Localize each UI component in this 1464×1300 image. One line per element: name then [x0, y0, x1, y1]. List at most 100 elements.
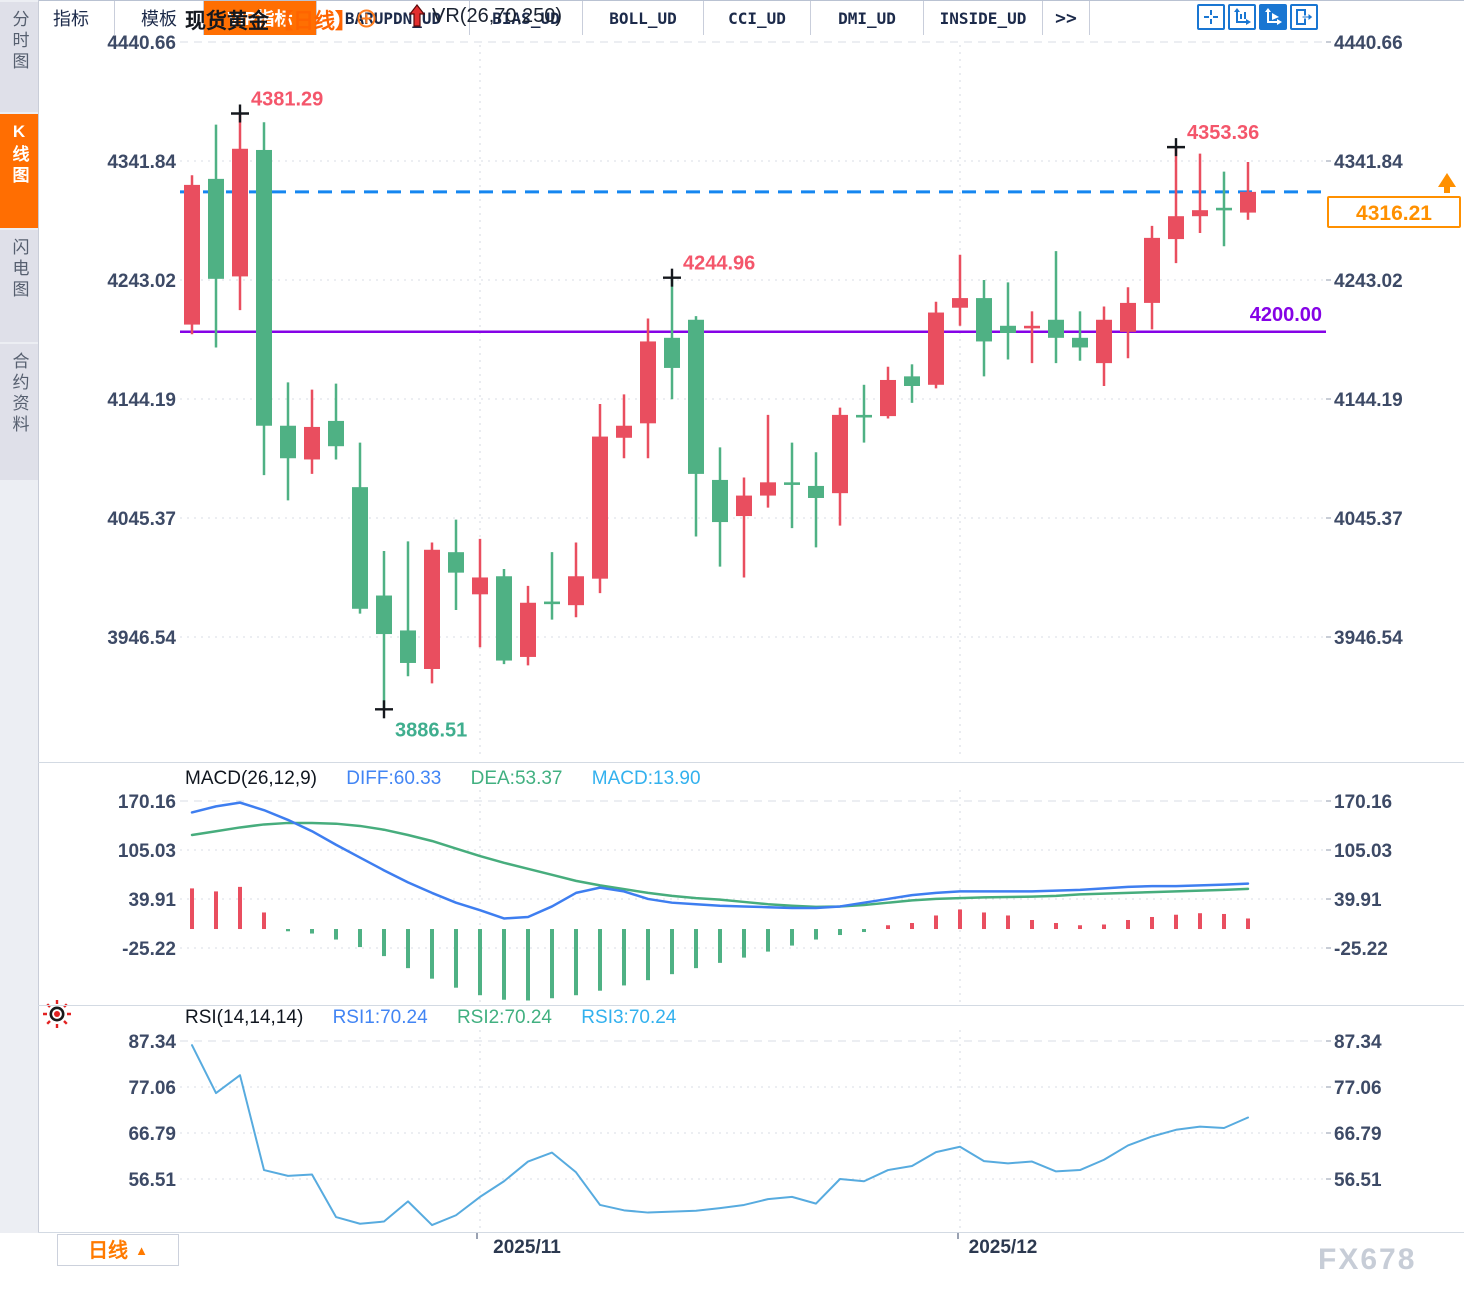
candle[interactable] [400, 541, 416, 677]
tab-boll-ud[interactable]: BOLL_UD [583, 1, 704, 35]
candle-body [664, 337, 680, 368]
candle[interactable] [352, 442, 368, 614]
x-axis-tick [476, 1233, 478, 1239]
candle[interactable] [832, 407, 848, 526]
candle[interactable] [976, 280, 992, 377]
candle[interactable] [472, 538, 488, 648]
candle[interactable] [184, 175, 200, 335]
candle[interactable] [1168, 147, 1184, 264]
candle[interactable] [1216, 171, 1232, 247]
sidebar-item-contract-info[interactable]: 合约资料 [0, 344, 38, 480]
candle[interactable] [448, 519, 464, 610]
candle-body [496, 576, 512, 661]
period-dropdown-label: 日线 [88, 1240, 129, 1262]
tab-templates[interactable]: 模板 [115, 1, 204, 35]
candle[interactable] [1096, 306, 1112, 386]
candle[interactable] [328, 383, 344, 460]
candle[interactable] [376, 550, 392, 710]
y-axis-label-left: 3946.54 [107, 628, 176, 649]
candle[interactable] [784, 442, 800, 529]
candle[interactable] [712, 447, 728, 567]
candle[interactable] [232, 113, 248, 311]
candle[interactable] [664, 277, 680, 400]
candle[interactable] [592, 404, 608, 594]
sidebar-item-timeshare[interactable]: 分时图 [0, 2, 38, 112]
candle[interactable] [1240, 162, 1256, 220]
candle[interactable] [880, 366, 896, 419]
candle[interactable] [1048, 251, 1064, 364]
macd-histogram-bar [358, 929, 362, 948]
move-icon[interactable] [1197, 4, 1225, 30]
macd-histogram-bar [694, 929, 698, 969]
candle[interactable] [688, 316, 704, 537]
candle[interactable] [856, 384, 872, 443]
candle-body [1168, 216, 1184, 240]
candle[interactable] [280, 382, 296, 501]
collapse-right-icon[interactable] [1290, 4, 1318, 30]
rsi1-value: RSI1:70.24 [332, 1007, 428, 1028]
last-price-box[interactable]: 4316.21 [1327, 196, 1461, 228]
period-dropdown[interactable]: 日线 ▲ [57, 1234, 179, 1266]
macd-histogram-bar [382, 929, 386, 957]
macd-histogram-bar [1126, 919, 1130, 930]
candle[interactable] [760, 414, 776, 508]
candle-body [1048, 319, 1064, 338]
candle[interactable] [1024, 311, 1040, 364]
period-tag[interactable]: 【日线】 [272, 10, 356, 33]
sun-indicator-icon[interactable] [42, 999, 72, 1029]
candle[interactable] [1072, 311, 1088, 361]
rsi-line [191, 1044, 1249, 1227]
candle[interactable] [1144, 225, 1160, 330]
tab-more[interactable]: >> [1043, 1, 1090, 35]
tab-bias-ud[interactable]: BIAS_UD [470, 1, 583, 35]
axis-fit-icon[interactable] [1228, 4, 1256, 30]
macd-histogram-bar [1150, 916, 1154, 930]
candle[interactable] [616, 394, 632, 459]
axis-scale-icon[interactable] [1259, 4, 1287, 30]
candle[interactable] [256, 122, 272, 476]
candle-body [352, 487, 368, 609]
sidebar-item-lightning[interactable]: 闪电图 [0, 230, 38, 342]
candle[interactable] [904, 364, 920, 403]
macd-dea-value: DEA:53.37 [470, 768, 563, 789]
chart-canvas: 4440.66 4440.66 4341.84 4341.84 4243.02 4243.… [107, 33, 1403, 1231]
candle-body [616, 425, 632, 438]
candle-body [928, 312, 944, 385]
tab-cci-ud[interactable]: CCI_UD [704, 1, 811, 35]
sidebar-item-kline[interactable]: K线图 [0, 114, 38, 228]
vr-indicator-label[interactable]: VR(26,70,250) [432, 5, 563, 27]
candle[interactable] [544, 552, 560, 620]
candle[interactable] [496, 569, 512, 665]
tab-inside-ud[interactable]: INSIDE_UD [924, 1, 1043, 35]
y-axis-label-left: 39.91 [128, 890, 176, 911]
candle[interactable] [736, 477, 752, 578]
candle[interactable] [640, 318, 656, 459]
candle[interactable] [1120, 287, 1136, 359]
candle-body [184, 184, 200, 325]
candle[interactable] [808, 452, 824, 548]
candle-body [688, 319, 704, 474]
candle[interactable] [520, 585, 536, 666]
tab-vip-indicators[interactable]: VIP指标 [204, 1, 317, 35]
candle[interactable] [1192, 153, 1208, 234]
candle-body [760, 482, 776, 496]
y-axis-label-left: 105.03 [118, 841, 176, 862]
tab-indicators[interactable]: 指标 [28, 1, 115, 35]
annotation-label: 4353.36 [1187, 122, 1259, 144]
candle[interactable] [952, 254, 968, 326]
tab-dmi-ud[interactable]: DMI_UD [811, 1, 924, 35]
x-axis-row [38, 1233, 1464, 1266]
candle[interactable] [424, 542, 440, 684]
circle-plus-icon[interactable] [357, 9, 376, 28]
candle-body [832, 414, 848, 494]
candle[interactable] [304, 389, 320, 474]
candle-body [1240, 191, 1256, 213]
candle[interactable] [928, 301, 944, 389]
candle[interactable] [208, 124, 224, 348]
candle[interactable] [568, 542, 584, 618]
candle-body [1120, 302, 1136, 332]
macd-value: MACD:13.90 [591, 768, 701, 789]
candle[interactable] [1000, 282, 1016, 360]
candle-body [256, 149, 272, 426]
y-axis-label-right: 56.51 [1334, 1170, 1382, 1191]
